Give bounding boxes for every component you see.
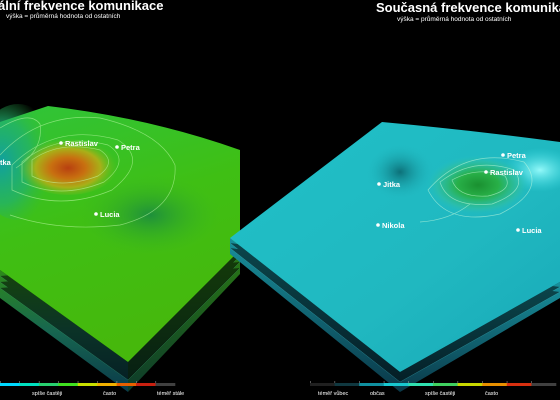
person-label: Jitka [383, 180, 401, 189]
person-label: Lucia [100, 210, 120, 219]
legend-color-segment [334, 383, 360, 386]
legend-color-segment [77, 383, 98, 386]
right-color-legend [310, 381, 557, 386]
person-marker: Rastislav [484, 168, 524, 177]
right-chart-subtitle: výška = průměrná hodnota od ostatních [397, 16, 512, 23]
person-label: Petra [507, 151, 527, 160]
person-label: Lucia [522, 226, 542, 235]
legend-tick-label: spíše častěji [425, 391, 455, 397]
left-legend-labels: spíše častěji často téměř stále [32, 391, 184, 397]
legend-color-segment [155, 383, 176, 386]
legend-color-segment [116, 383, 137, 386]
person-marker: Petra [501, 151, 527, 160]
person-marker: Nikola [376, 221, 405, 230]
right-person-markers: Petra Rastislav Jitka Nikola Lucia [376, 151, 542, 235]
person-marker: tka [0, 158, 12, 167]
left-person-markers: Rastislav Petra tka Lucia [0, 139, 141, 219]
right-dip-region [366, 144, 434, 200]
legend-tick [77, 381, 79, 383]
legend-tick [136, 381, 137, 383]
legend-tick [334, 381, 336, 383]
person-label: Rastislav [65, 139, 99, 148]
legend-tick [359, 381, 360, 383]
legend-tick-label: často [103, 391, 116, 397]
left-color-legend [0, 381, 176, 386]
legend-color-segment [38, 383, 59, 386]
legend-tick-label: téměř vůbec [318, 390, 349, 397]
legend-tick [310, 381, 311, 383]
legend-tick [19, 381, 20, 383]
legend-tick-label: občas [370, 391, 385, 397]
right-surface [229, 122, 560, 392]
legend-color-segment [457, 383, 483, 386]
legend-tick [506, 381, 508, 383]
legend-tick-label: spíše častěji [32, 391, 62, 397]
right-contour-lines [419, 157, 533, 223]
legend-tick [433, 381, 434, 383]
legend-tick-label: často [485, 391, 498, 397]
legend-color-segment [433, 383, 458, 386]
legend-tick [58, 381, 59, 383]
legend-tick [97, 381, 98, 383]
legend-tick [482, 381, 483, 383]
person-marker: Jitka [377, 180, 401, 189]
legend-tick [383, 381, 385, 383]
legend-tick [0, 381, 1, 383]
legend-color-segment [506, 383, 532, 386]
legend-tick-label: téměř stále [157, 391, 184, 397]
left-dip-region [80, 175, 220, 255]
legend-tick [155, 381, 157, 383]
person-marker: Rastislav [59, 139, 99, 148]
legend-tick [116, 381, 118, 383]
person-marker: Lucia [94, 210, 120, 219]
legend-color-segment [58, 383, 79, 386]
person-marker: Petra [115, 143, 141, 152]
person-label: Petra [121, 143, 141, 152]
left-chart-title: ální frekvence komunikace [0, 0, 164, 13]
right-chart-title: Současná frekvence komunikace [376, 0, 560, 15]
person-label: Rastislav [490, 168, 524, 177]
legend-tick [457, 381, 459, 383]
left-surface [0, 104, 241, 392]
legend-tick [531, 381, 532, 383]
right-legend-labels: téměř vůbec občas spíše častěji často [318, 390, 498, 397]
legend-color-segment [359, 383, 385, 386]
legend-tick [408, 381, 409, 383]
legend-color-segment [531, 383, 557, 386]
person-marker: Lucia [516, 226, 542, 235]
legend-color-segment [408, 383, 434, 386]
person-label: tka [0, 158, 12, 167]
legend-color-segment [482, 383, 508, 386]
legend-color-segment [19, 383, 40, 386]
person-label: Nikola [382, 221, 405, 230]
left-chart-subtitle: výška = průměrná hodnota od ostatních [6, 13, 121, 20]
legend-color-segment [97, 383, 117, 386]
right-peak-region [426, 155, 530, 215]
legend-color-segment [310, 383, 335, 386]
legend-color-segment [0, 383, 20, 386]
legend-tick [38, 381, 40, 383]
legend-color-segment [383, 383, 409, 386]
legend-color-segment [136, 383, 156, 386]
